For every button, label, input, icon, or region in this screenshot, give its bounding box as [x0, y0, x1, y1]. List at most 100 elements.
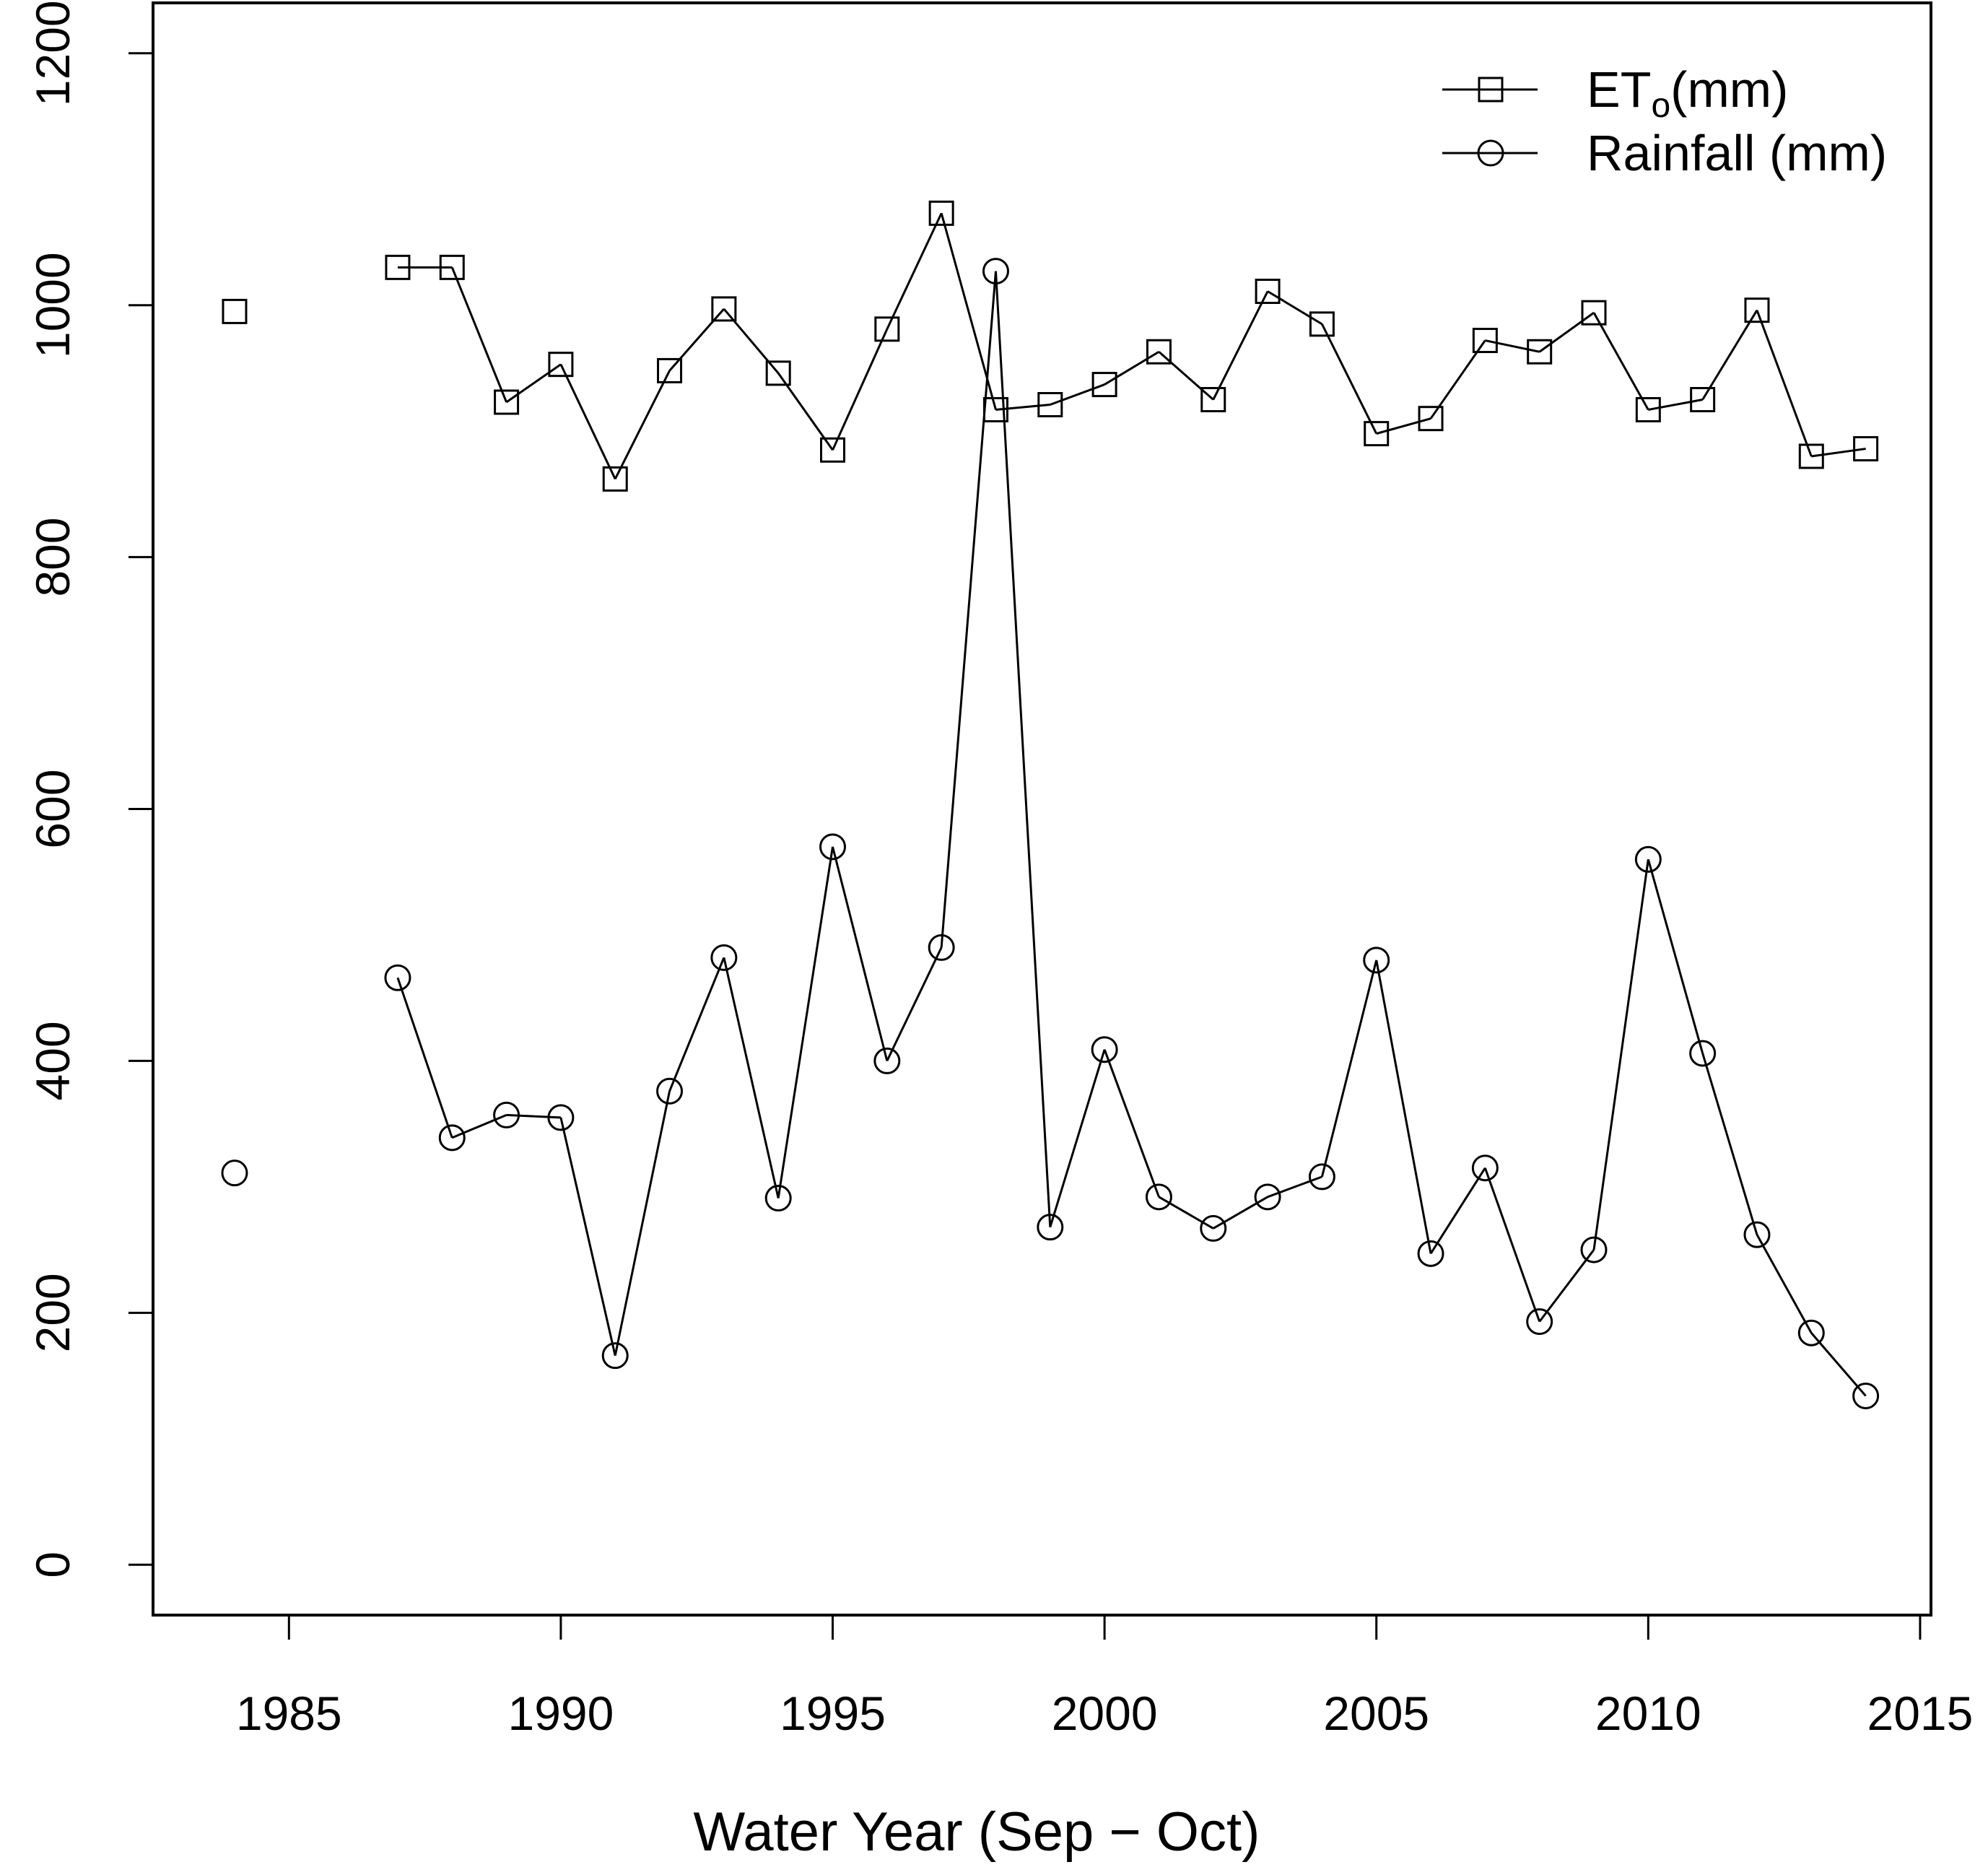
rainfall-point [1634, 845, 1662, 873]
y-tick-label: 200 [26, 1273, 79, 1352]
eto-segment [668, 308, 725, 372]
rainfall-point [1091, 1036, 1118, 1063]
rainfall-segment [886, 947, 943, 1062]
rainfall-segment [1375, 960, 1432, 1254]
eto-segment [1158, 351, 1214, 401]
rainfall-point [928, 934, 955, 961]
axes: 1985 1990 1995 2000 2005 2010 2015 0 200 400 600 80… [26, 0, 1973, 1740]
eto-segment [450, 266, 507, 403]
rainfall-point [1526, 1308, 1553, 1336]
rainfall-point [1471, 1154, 1499, 1182]
x-tick-label: 2010 [1595, 1687, 1701, 1740]
rainfall-point [1308, 1163, 1335, 1191]
legend-eto-label: ETo(mm) [1587, 61, 1788, 125]
eto-segment [832, 329, 889, 451]
legend-eto-subscript: o [1651, 87, 1670, 125]
x-tick-label: 1985 [236, 1687, 342, 1740]
rainfall-point [1037, 1214, 1064, 1241]
eto-point [1091, 372, 1117, 398]
eto-segment [1485, 339, 1540, 353]
eto-point [222, 298, 248, 324]
eto-point [439, 254, 465, 280]
eto-point [1635, 396, 1661, 422]
rainfall-segment [1429, 1167, 1486, 1255]
eto-segment [1376, 417, 1431, 435]
eto-segment [995, 404, 1050, 411]
eto-segment [1267, 290, 1323, 326]
eto-segment [1212, 290, 1269, 401]
rainfall-point [710, 944, 738, 971]
x-tick-label: 2015 [1867, 1687, 1974, 1740]
x-tick-label: 2005 [1323, 1687, 1429, 1740]
eto-segment [1104, 350, 1160, 386]
eto-point [385, 254, 411, 280]
eto-segment [1429, 339, 1486, 419]
rainfall-point [873, 1047, 901, 1074]
eto-point [1364, 421, 1390, 447]
x-tick-label: 1990 [507, 1687, 614, 1740]
rainfall-segment [1483, 1167, 1541, 1323]
legend-rainfall-label: Rainfall (mm) [1587, 125, 1887, 181]
series-layer [221, 200, 1880, 1409]
rainfall-segment [723, 957, 780, 1198]
rainfall-point [547, 1104, 575, 1131]
eto-point [494, 389, 520, 415]
eto-segment [1050, 383, 1105, 406]
rainfall-segment [451, 1114, 507, 1139]
eto-point [874, 316, 900, 342]
rainfall-segment [1810, 1332, 1867, 1397]
eto-point [1255, 278, 1281, 304]
x-tick-label: 1995 [780, 1687, 886, 1740]
eto-point [1690, 387, 1716, 413]
rainfall-point [1743, 1221, 1771, 1248]
rainfall-segment [559, 1117, 616, 1356]
rainfall-segment [1647, 858, 1704, 1054]
eto-segment [614, 370, 671, 480]
eto-segment [1538, 311, 1595, 353]
rainfall-segment [1049, 1049, 1106, 1228]
eto-segment [777, 373, 834, 451]
rainfall-point [1363, 947, 1390, 974]
eto-point [1581, 300, 1607, 326]
rainfall-point [1145, 1183, 1172, 1211]
eto-point [548, 352, 574, 378]
y-tick-label: 600 [26, 769, 79, 848]
rainfall-segment [396, 977, 453, 1139]
eto-point [1744, 297, 1770, 323]
rainfall-segment [1592, 859, 1649, 1250]
eto-point [657, 357, 683, 383]
eto-segment [1592, 312, 1649, 411]
rainfall-point [493, 1101, 520, 1128]
rainfall-point [601, 1342, 629, 1370]
series-rainfall [221, 258, 1880, 1409]
rainfall-segment [994, 271, 1052, 1227]
rainfall-point [819, 833, 847, 861]
eto-point [602, 466, 628, 492]
legend: ETo(mm)Rainfall (mm) [1442, 61, 1887, 181]
eto-segment [505, 363, 562, 404]
eto-point [711, 296, 737, 322]
x-axis-label: Water Year (Sep − Oct) [694, 1801, 1260, 1863]
y-tick-label: 0 [26, 1552, 79, 1578]
y-tick-label: 1200 [26, 0, 79, 106]
eto-point [1146, 339, 1172, 365]
rainfall-point [1797, 1319, 1825, 1347]
eto-segment [559, 364, 616, 480]
rainfall-segment [832, 846, 889, 1061]
rainfall-point [384, 964, 411, 991]
rainfall-segment [506, 1113, 561, 1119]
y-tick-label: 1000 [26, 252, 79, 358]
eto-point [1037, 392, 1063, 418]
eto-segment [1811, 448, 1866, 458]
eto-point [1200, 387, 1226, 413]
rainfall-point [764, 1185, 792, 1212]
rainfall-point [438, 1124, 466, 1152]
rainfall-segment [1756, 1234, 1813, 1334]
rainfall-segment [668, 957, 725, 1092]
eto-segment [1756, 310, 1813, 457]
rainfall-point [1852, 1382, 1880, 1409]
rainfall-point [1200, 1214, 1227, 1242]
eto-segment [723, 308, 780, 374]
rainfall-segment [1158, 1196, 1214, 1230]
